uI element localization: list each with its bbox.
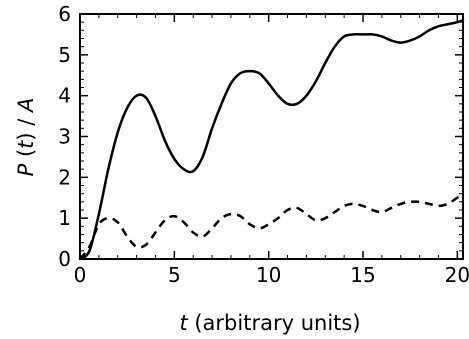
plot-frame [79,13,464,260]
dashed-series-line [79,194,464,260]
x-tick-label: 5 [168,263,181,287]
tick-marks [79,13,463,260]
y-tick-label: 6 [58,2,71,26]
x-tick-label: 15 [350,263,375,287]
tick-labels: 0 5 10 15 20 0 1 2 3 4 5 6 [58,2,469,287]
x-axis-label: t (arbitrary units) [179,311,360,335]
x-tick-label: 10 [256,263,281,287]
solid-series-line [78,18,465,261]
y-tick-label: 3 [58,125,71,149]
y-tick-label: 0 [58,247,71,271]
y-axis-label: P (t) / A [14,98,38,177]
series-lines [78,18,465,261]
y-tick-label: 4 [58,84,71,108]
y-tick-label: 2 [58,165,71,189]
y-tick-label: 5 [58,43,71,67]
y-tick-label: 1 [58,206,71,230]
x-tick-label: 20 [445,263,469,287]
x-tick-label: 0 [74,263,87,287]
